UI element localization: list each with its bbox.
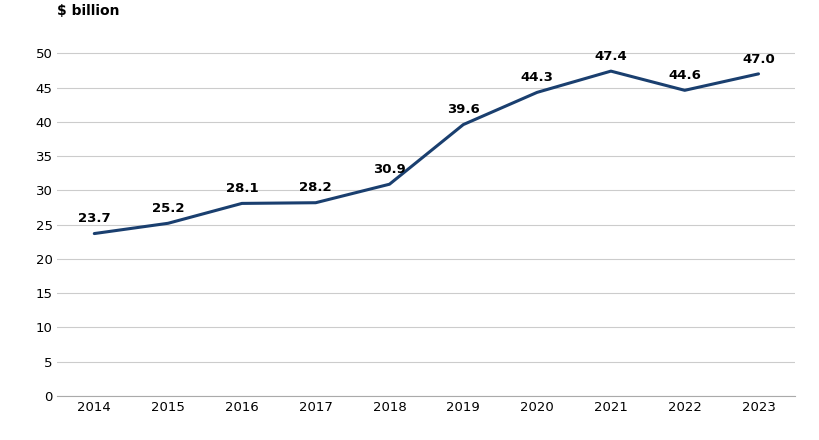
Text: 47.0: 47.0 (741, 53, 774, 66)
Text: 39.6: 39.6 (446, 103, 479, 116)
Text: 25.2: 25.2 (152, 202, 184, 215)
Text: 30.9: 30.9 (373, 163, 405, 176)
Text: 47.4: 47.4 (594, 50, 627, 63)
Text: 28.1: 28.1 (225, 182, 258, 195)
Text: 44.3: 44.3 (520, 71, 553, 84)
Text: $ billion: $ billion (57, 4, 120, 18)
Text: 44.6: 44.6 (667, 69, 700, 82)
Text: 23.7: 23.7 (78, 213, 111, 225)
Text: 28.2: 28.2 (299, 181, 332, 194)
